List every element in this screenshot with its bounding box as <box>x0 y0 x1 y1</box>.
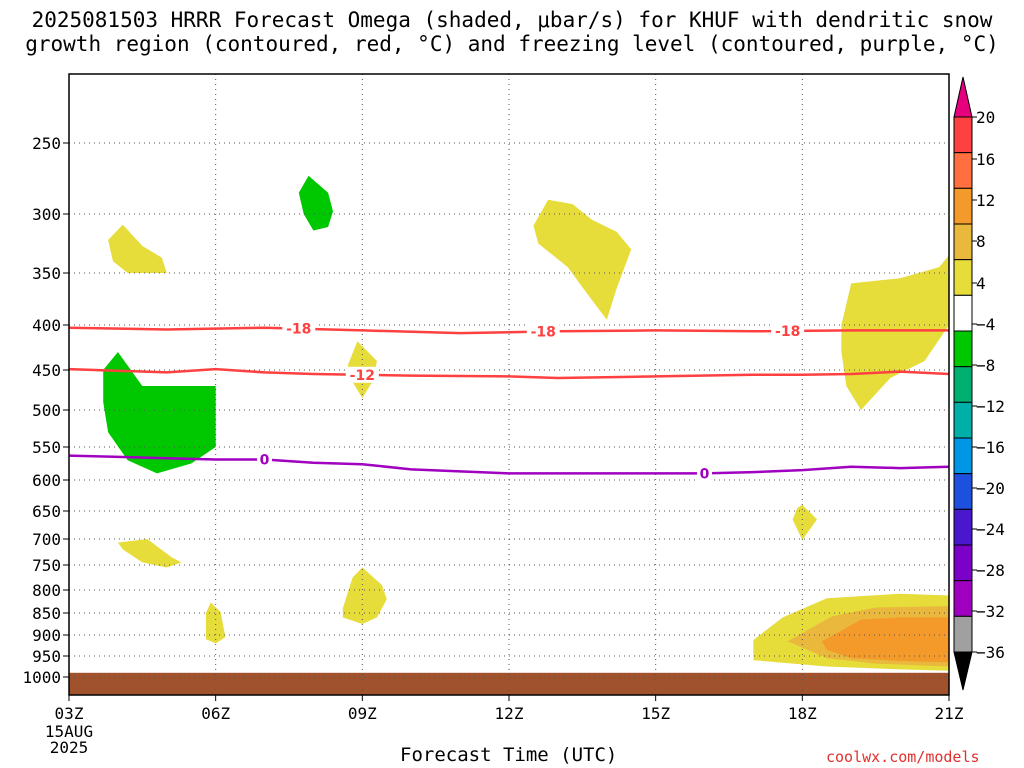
colorbar-swatch-10 <box>953 473 973 510</box>
contour-label-bg-1-0 <box>345 366 379 383</box>
omega-region-12 <box>821 617 949 663</box>
colorbar-swatch-12 <box>953 544 973 582</box>
contour-label-bg-0-2 <box>771 322 805 339</box>
colorbar-swatch-14 <box>953 615 973 653</box>
title-line-2: growth region (contoured, red, °C) and f… <box>25 32 999 56</box>
y-tick-label-400: 400 <box>32 316 61 335</box>
colorbar-label-9: −20 <box>976 479 1005 498</box>
y-tick-label-850: 850 <box>32 604 61 623</box>
colorbar-swatch-11 <box>953 508 973 546</box>
colorbar-bottom-arrow <box>953 651 973 691</box>
contour-label-bg-0-0 <box>282 320 316 337</box>
x-axis-label: Forecast Time (UTC) <box>400 744 618 766</box>
contour-label--18: -18 <box>531 325 556 341</box>
x-tick-label-06Z: 06Z <box>201 704 230 723</box>
colorbar-label-13: −36 <box>976 643 1005 662</box>
colorbar-label-4: 4 <box>976 274 986 293</box>
title-line-1: 2025081503 HRRR Forecast Omega (shaded, … <box>31 8 993 32</box>
colorbar-swatch-1 <box>953 152 973 189</box>
y-tick-label-500: 500 <box>32 401 61 420</box>
contour-line-0 <box>68 454 950 475</box>
x-tick-label-15Z: 15Z <box>641 704 670 723</box>
grid-lines <box>69 74 949 695</box>
omega-region-0 <box>108 224 167 273</box>
omega-region-6 <box>792 504 817 540</box>
y-tick-label-250: 250 <box>32 134 61 153</box>
colorbar-swatch-6 <box>953 330 973 368</box>
ground-below-surface <box>69 672 949 695</box>
x-tick-label-21Z: 21Z <box>935 704 964 723</box>
y-axis-ticks: 250 300 350 400 450 500 550 600 650 700 750 800 850 9… <box>22 134 69 687</box>
colorbar-swatch-13 <box>953 580 973 617</box>
contour-label-bg-2-1 <box>697 465 713 482</box>
colorbar-top-arrow <box>953 76 973 118</box>
y-tick-label-750: 750 <box>32 556 61 575</box>
contour-label-0: 0 <box>260 453 270 469</box>
colorbar-swatch-3 <box>953 223 973 261</box>
omega-region-3 <box>841 255 949 410</box>
omega-region-9 <box>342 567 387 624</box>
y-tick-label-950: 950 <box>32 647 61 666</box>
colorbar-label-3: 8 <box>976 232 986 251</box>
colorbar-label-8: −16 <box>976 438 1005 457</box>
x-tick-label-12Z: 12Z <box>495 704 524 723</box>
contour-label--18: -18 <box>286 322 311 338</box>
colorbar-label-5: −4 <box>976 315 995 334</box>
y-tick-label-800: 800 <box>32 581 61 600</box>
y-tick-label-300: 300 <box>32 205 61 224</box>
omega-region-7 <box>117 539 182 568</box>
x-date-label-0: 15AUG <box>45 722 93 741</box>
omega-region-1 <box>298 175 333 231</box>
colorbar-swatch-5 <box>953 294 973 332</box>
contour-line--12 <box>68 367 950 380</box>
colorbar-label-2: 12 <box>976 191 995 210</box>
temperature-contours: -18 -18 -18 -12 0 0 <box>68 320 950 482</box>
x-tick-label-09Z: 09Z <box>348 704 377 723</box>
colorbar-swatch-4 <box>953 259 973 296</box>
colorbar-swatch-8 <box>953 401 973 439</box>
omega-region-2 <box>533 199 632 320</box>
colorbar-label-1: 16 <box>976 150 995 169</box>
y-tick-label-550: 550 <box>32 438 61 457</box>
colorbar-label-11: −28 <box>976 561 1005 580</box>
omega-region-8 <box>205 602 226 644</box>
colorbar-label-10: −24 <box>976 520 1005 539</box>
omega-region-5 <box>103 352 216 474</box>
y-tick-label-1000: 1000 <box>22 668 61 687</box>
colorbar-label-7: −12 <box>976 397 1005 416</box>
x-tick-label-18Z: 18Z <box>788 704 817 723</box>
contour-label-bg-0-1 <box>526 323 560 340</box>
x-tick-label-03Z: 03Z <box>55 704 84 723</box>
x-date-label-1: 2025 <box>50 738 89 757</box>
y-tick-label-450: 450 <box>32 361 61 380</box>
site-credit-link[interactable]: coolwx.com/models <box>826 748 980 766</box>
contour-line--18 <box>68 326 949 335</box>
colorbar-swatch-9 <box>953 437 973 475</box>
y-tick-label-350: 350 <box>32 264 61 283</box>
y-tick-label-700: 700 <box>32 530 61 549</box>
colorbar-swatch-7 <box>953 366 973 403</box>
omega-shading-layer <box>69 175 949 695</box>
contour-label--12: -12 <box>350 368 375 384</box>
contour-label--18: -18 <box>775 324 800 340</box>
colorbar-label-12: −32 <box>976 602 1005 621</box>
contour-label-0: 0 <box>700 466 710 482</box>
y-tick-label-650: 650 <box>32 502 61 521</box>
colorbar-label-0: 20 <box>976 108 995 127</box>
colorbar-legend: 20 16 12 8 4 −4 −8 −12 −16 −20 −24 −28 −32 −36 <box>953 76 1005 691</box>
chart-title: 2025081503 HRRR Forecast Omega (shaded, … <box>0 8 1024 56</box>
y-tick-label-600: 600 <box>32 471 61 490</box>
y-tick-label-900: 900 <box>32 626 61 645</box>
colorbar-swatch-0 <box>953 116 973 154</box>
colorbar-swatch-2 <box>953 187 973 225</box>
contour-label-bg-2-0 <box>257 451 273 468</box>
colorbar-label-6: −8 <box>976 356 995 375</box>
